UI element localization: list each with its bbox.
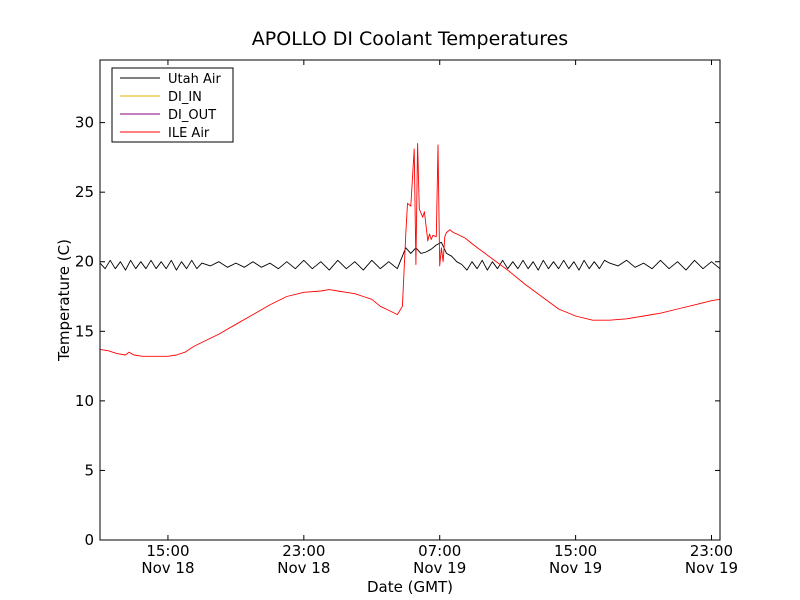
legend-box: [111, 67, 234, 143]
x-tick-time-0: 15:00: [146, 542, 189, 560]
chart-title: APOLLO DI Coolant Temperatures: [252, 28, 568, 50]
series-layer: [99, 143, 721, 357]
legend-label-utah-air: Utah Air: [168, 72, 221, 87]
plot-frame: [99, 59, 721, 541]
y-tick-label-0: 0: [84, 531, 94, 549]
y-tick-label-5: 5: [84, 461, 94, 479]
x-tick-time-3: 15:00: [554, 542, 597, 560]
x-tick-date-3: Nov 19: [549, 559, 602, 577]
x-tick-date-1: Nov 18: [277, 559, 330, 577]
x-tick-time-4: 23:00: [690, 542, 733, 560]
y-axis-label: Temperature (C): [55, 239, 73, 362]
y-tick-label-25: 25: [75, 183, 94, 201]
x-tick-date-4: Nov 19: [685, 559, 738, 577]
x-axis-label: Date (GMT): [367, 578, 453, 596]
x-tick-time-2: 07:00: [418, 542, 461, 560]
legend-label-di-out: DI_OUT: [168, 108, 216, 123]
x-tick-date-2: Nov 19: [413, 559, 466, 577]
y-tick-label-10: 10: [75, 392, 94, 410]
y-tick-label-20: 20: [75, 253, 94, 271]
y-tick-label-30: 30: [75, 114, 94, 132]
x-tick-time-1: 23:00: [282, 542, 325, 560]
legend-label-di-in: DI_IN: [168, 90, 202, 105]
legend: Utah Air DI_IN DI_OUT ILE Air: [111, 67, 234, 143]
series-line-utah-air: [99, 241, 721, 271]
series-line-ile-air: [99, 143, 721, 357]
x-tick-date-0: Nov 18: [141, 559, 194, 577]
y-tick-label-15: 15: [75, 322, 94, 340]
legend-label-ile-air: ILE Air: [168, 126, 210, 141]
